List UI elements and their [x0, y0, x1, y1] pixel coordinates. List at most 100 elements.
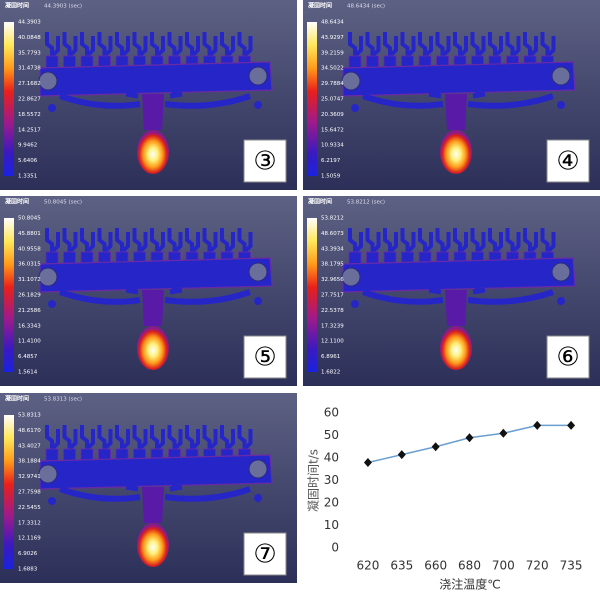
- runner: [39, 61, 273, 97]
- marker: [499, 428, 508, 438]
- knob: [48, 497, 56, 505]
- colorbar-tick-label: 6.9026: [18, 551, 38, 557]
- y-tick-label: 20: [324, 496, 339, 510]
- colorbar-tick-label: 6.4857: [18, 354, 38, 360]
- colorbar-tick-label: 14.2517: [18, 127, 41, 133]
- panel-label: ⑦: [253, 540, 276, 570]
- knob: [254, 297, 262, 305]
- colorbar-tick-label: 9.9462: [18, 143, 37, 149]
- side-arms: [59, 93, 251, 109]
- colorbar-tick-label: 45.8801: [18, 231, 41, 237]
- colorbar-tick-label: 22.5378: [321, 308, 344, 314]
- marker: [397, 450, 406, 460]
- colorbar-tick-label: 1.5059: [321, 174, 341, 180]
- label-box: [243, 335, 287, 379]
- panel-label: ⑥: [556, 343, 579, 373]
- marker: [533, 420, 542, 430]
- sprue-legs: [428, 273, 486, 295]
- colorbar-tick-label: 48.6434: [321, 20, 344, 26]
- marker: [431, 442, 440, 452]
- panel-heading: 凝固时间: [308, 2, 332, 10]
- end-riser: [248, 262, 268, 282]
- colorbar-tick-label: 48.6073: [321, 231, 344, 237]
- marker: [567, 420, 576, 430]
- colorbar-tick-label: 10.9334: [321, 143, 344, 149]
- colorbar-tick-label: 26.1829: [18, 293, 41, 299]
- panel-heading: 凝固时间: [5, 395, 29, 403]
- end-riser: [551, 66, 571, 86]
- colorbar-tick-label: 32.9741: [18, 474, 41, 480]
- x-tick-label: 635: [390, 559, 413, 573]
- colorbar-tick-label: 48.6170: [18, 428, 41, 434]
- side-arms: [59, 486, 251, 502]
- knob: [557, 297, 565, 305]
- panel-label: ③: [253, 147, 276, 177]
- panel-label: ④: [556, 147, 579, 177]
- colorbar-tick-label: 1.3351: [18, 174, 37, 180]
- knob: [351, 300, 359, 308]
- hot-spot: [440, 130, 472, 174]
- colorbar-tick-label: 12.1100: [321, 339, 344, 345]
- runner: [342, 61, 576, 97]
- colorbar-tick-label: 1.6883: [18, 567, 38, 573]
- colorbar-tick-label: 5.6406: [18, 158, 38, 164]
- colorbar-tick-label: 16.3343: [18, 323, 41, 329]
- label-box: [546, 335, 590, 379]
- colorbar-tick-label: 39.2159: [321, 50, 344, 56]
- colorbar-tick-label: 6.8961: [321, 354, 340, 360]
- colorbar-tick-label: 31.4738: [18, 66, 41, 72]
- sprue-legs: [125, 77, 183, 99]
- colorbar-tick-label: 32.9656: [321, 277, 344, 283]
- colorbar-tick-label: 36.0315: [18, 262, 41, 268]
- colorbar-tick-label: 34.5022: [321, 66, 344, 72]
- x-tick-label: 735: [560, 559, 583, 573]
- y-tick-label: 30: [324, 473, 339, 487]
- runner: [39, 257, 273, 293]
- label-box: [243, 532, 287, 576]
- sprue: [445, 94, 467, 130]
- hot-spot: [440, 326, 472, 370]
- label-box: [546, 139, 590, 183]
- colorbar-tick-label: 40.0848: [18, 35, 41, 41]
- end-riser: [38, 464, 58, 484]
- panel-time: 44.3903 (sec): [44, 4, 82, 10]
- colorbar-tick-label: 20.3609: [321, 112, 344, 118]
- panel-heading: 凝固时间: [5, 198, 29, 206]
- x-tick-label: 660: [424, 559, 447, 573]
- colorbar-tick-label: 27.1682: [18, 81, 41, 87]
- simulation-panel: 凝固时间 53.8212 (sec) 53.8212 48.6073 43.3934 38…: [303, 196, 600, 386]
- colorbar-tick-label: 6.2197: [321, 158, 341, 164]
- simulation-panel: 凝固时间 50.8045 (sec) 50.8045 45.8801 40.9558 36…: [0, 196, 297, 386]
- colorbar-tick-label: 17.3312: [18, 520, 41, 526]
- colorbar-tick-label: 53.8212: [321, 216, 344, 222]
- panel-time: 53.8212 (sec): [347, 200, 385, 206]
- colorbar-tick-label: 22.8627: [18, 97, 41, 103]
- x-tick-label: 720: [526, 559, 549, 573]
- colorbar-tick-label: 38.1884: [18, 459, 41, 465]
- simulation-panel: 凝固时间 44.3903 (sec) 44.3903 40.0848 35.7793 31…: [0, 0, 297, 190]
- y-tick-label: 60: [324, 406, 339, 420]
- label-box: [243, 139, 287, 183]
- series-line: [367, 424, 572, 464]
- x-tick-label: 700: [492, 559, 515, 573]
- runner: [342, 257, 576, 293]
- colorbar-tick-label: 53.8313: [18, 413, 41, 419]
- end-riser: [38, 267, 58, 287]
- colorbar-tick-label: 35.7793: [18, 50, 41, 56]
- panel-label: ⑤: [253, 343, 276, 373]
- colorbar: [4, 22, 14, 176]
- colorbar: [307, 218, 317, 372]
- hot-spot: [137, 326, 169, 370]
- colorbar-tick-label: 25.0747: [321, 97, 344, 103]
- knob: [48, 104, 56, 112]
- colorbar-tick-label: 38.1795: [321, 262, 344, 268]
- colorbar-tick-label: 17.3239: [321, 323, 344, 329]
- colorbar-tick-label: 11.4100: [18, 339, 41, 345]
- colorbar-tick-label: 18.5572: [18, 112, 41, 118]
- colorbar: [4, 415, 14, 569]
- sprue-legs: [428, 77, 486, 99]
- sprue: [142, 487, 164, 523]
- x-tick-label: 680: [458, 559, 481, 573]
- panel-time: 48.6434 (sec): [347, 4, 385, 10]
- knob: [557, 101, 565, 109]
